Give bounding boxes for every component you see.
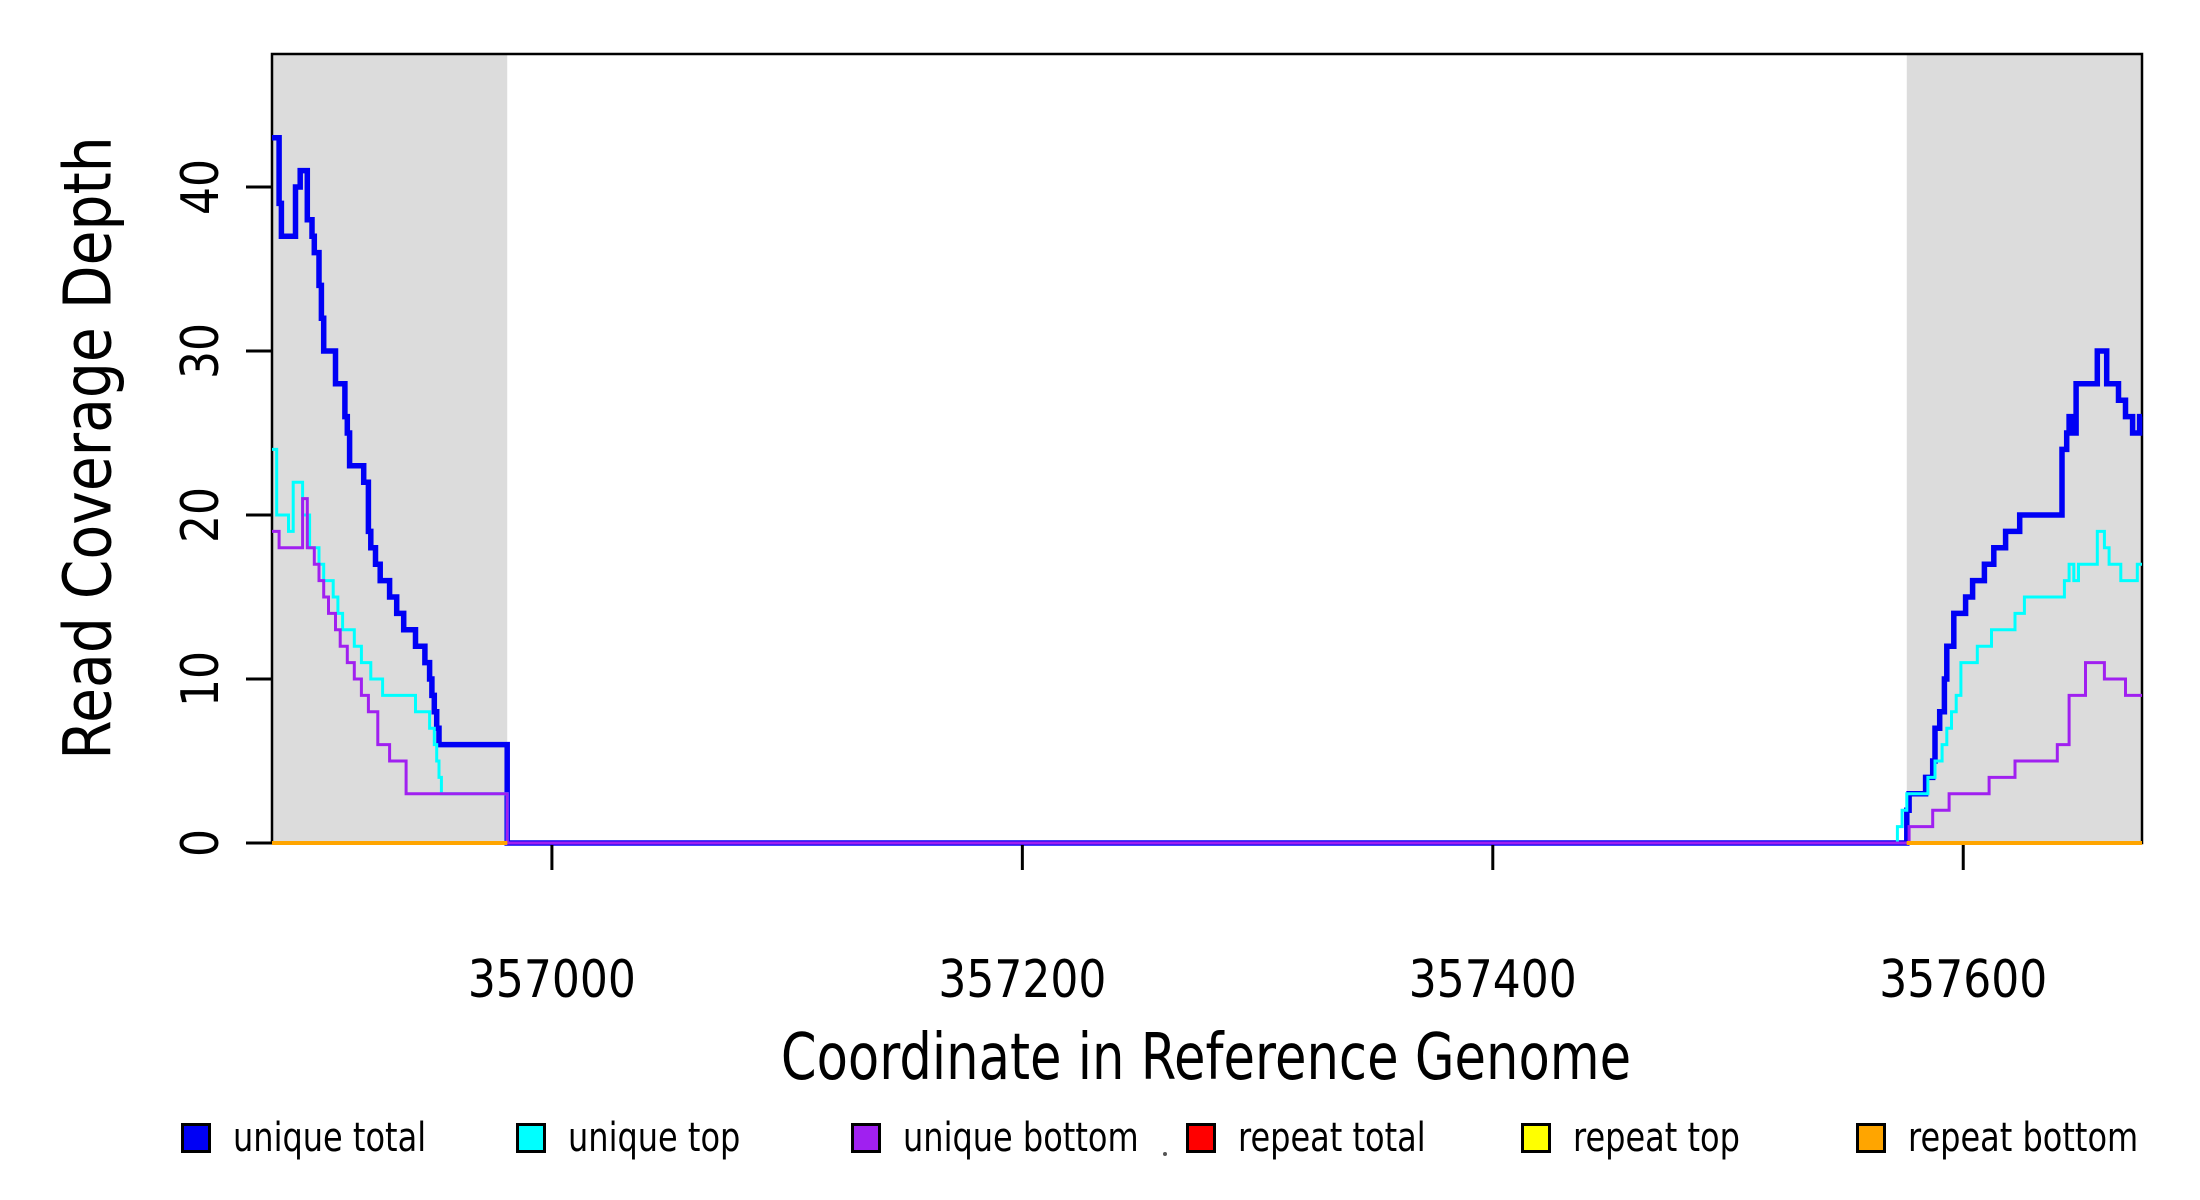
legend-item-unique-total: unique total bbox=[181, 1115, 474, 1161]
legend-item-repeat-total: repeat total bbox=[1186, 1115, 1473, 1161]
stray-speck bbox=[1163, 1152, 1167, 1156]
y-tick-label: 10 bbox=[171, 651, 231, 707]
repeat-region-band bbox=[272, 54, 508, 843]
legend-item-repeat-top: repeat top bbox=[1521, 1115, 1782, 1161]
y-tick-label: 20 bbox=[171, 487, 231, 543]
legend-label: unique top bbox=[568, 1115, 741, 1161]
legend-swatch-icon bbox=[1856, 1123, 1886, 1153]
legend-label: unique total bbox=[233, 1115, 427, 1161]
series-unique-bottom bbox=[272, 497, 2142, 845]
repeat-region-bands bbox=[272, 54, 2142, 843]
y-axis-title: Read Coverage Depth bbox=[49, 136, 127, 760]
series-lines bbox=[272, 135, 2143, 846]
y-tick-label: 30 bbox=[171, 323, 231, 379]
x-tick-label: 357600 bbox=[1879, 950, 2047, 1010]
y-tick-label: 40 bbox=[171, 159, 231, 215]
plot-box bbox=[270, 52, 2144, 845]
legend-swatch-icon bbox=[516, 1123, 546, 1153]
legend-label: unique bottom bbox=[903, 1115, 1139, 1161]
legend-item-unique-bottom: unique bottom bbox=[851, 1115, 1198, 1161]
x-tick-label: 357400 bbox=[1409, 950, 1577, 1010]
x-tick-label: 357000 bbox=[468, 950, 636, 1010]
legend-label: repeat total bbox=[1238, 1115, 1426, 1161]
x-axis-title: Coordinate in Reference Genome bbox=[780, 1021, 1632, 1095]
series-unique-top bbox=[272, 447, 2142, 845]
legend-item-unique-top: unique top bbox=[516, 1115, 783, 1161]
legend-label: repeat top bbox=[1573, 1115, 1740, 1161]
legend-swatch-icon bbox=[1186, 1123, 1216, 1153]
axes: 357000 357200 357400 357600 0 10 20 30 40 bbox=[171, 159, 2047, 1010]
legend-label: repeat bottom bbox=[1908, 1115, 2139, 1161]
legend-swatch-icon bbox=[1521, 1123, 1551, 1153]
legend: unique total unique top unique bottom repea… bbox=[0, 0, 2200, 1161]
x-tick-label: 357200 bbox=[938, 950, 1106, 1010]
series-unique-total bbox=[272, 135, 2143, 846]
legend-swatch-icon bbox=[181, 1123, 211, 1153]
legend-swatch-icon bbox=[851, 1123, 881, 1153]
y-tick-label: 0 bbox=[171, 829, 231, 857]
legend-item-repeat-bottom: repeat bottom bbox=[1856, 1115, 2196, 1161]
